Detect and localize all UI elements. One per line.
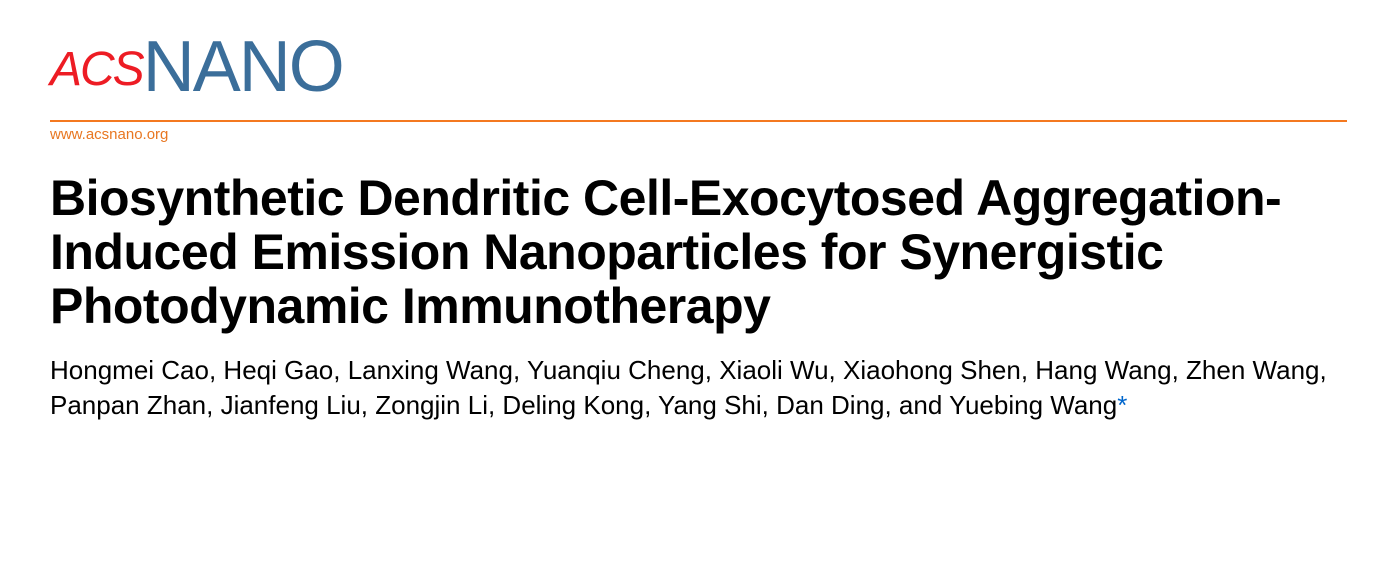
header-divider [50, 120, 1347, 122]
corresponding-asterisk: * [1117, 390, 1127, 420]
logo-prefix: ACS [50, 42, 143, 97]
article-title: Biosynthetic Dendritic Cell-Exocytosed A… [50, 171, 1347, 333]
author-list: Hongmei Cao, Heqi Gao, Lanxing Wang, Yua… [50, 353, 1347, 423]
journal-logo: ACSNANO [50, 20, 1347, 102]
journal-url[interactable]: www.acsnano.org [50, 126, 1347, 143]
authors-text: Hongmei Cao, Heqi Gao, Lanxing Wang, Yua… [50, 355, 1327, 420]
logo-name: NANO [143, 26, 343, 108]
